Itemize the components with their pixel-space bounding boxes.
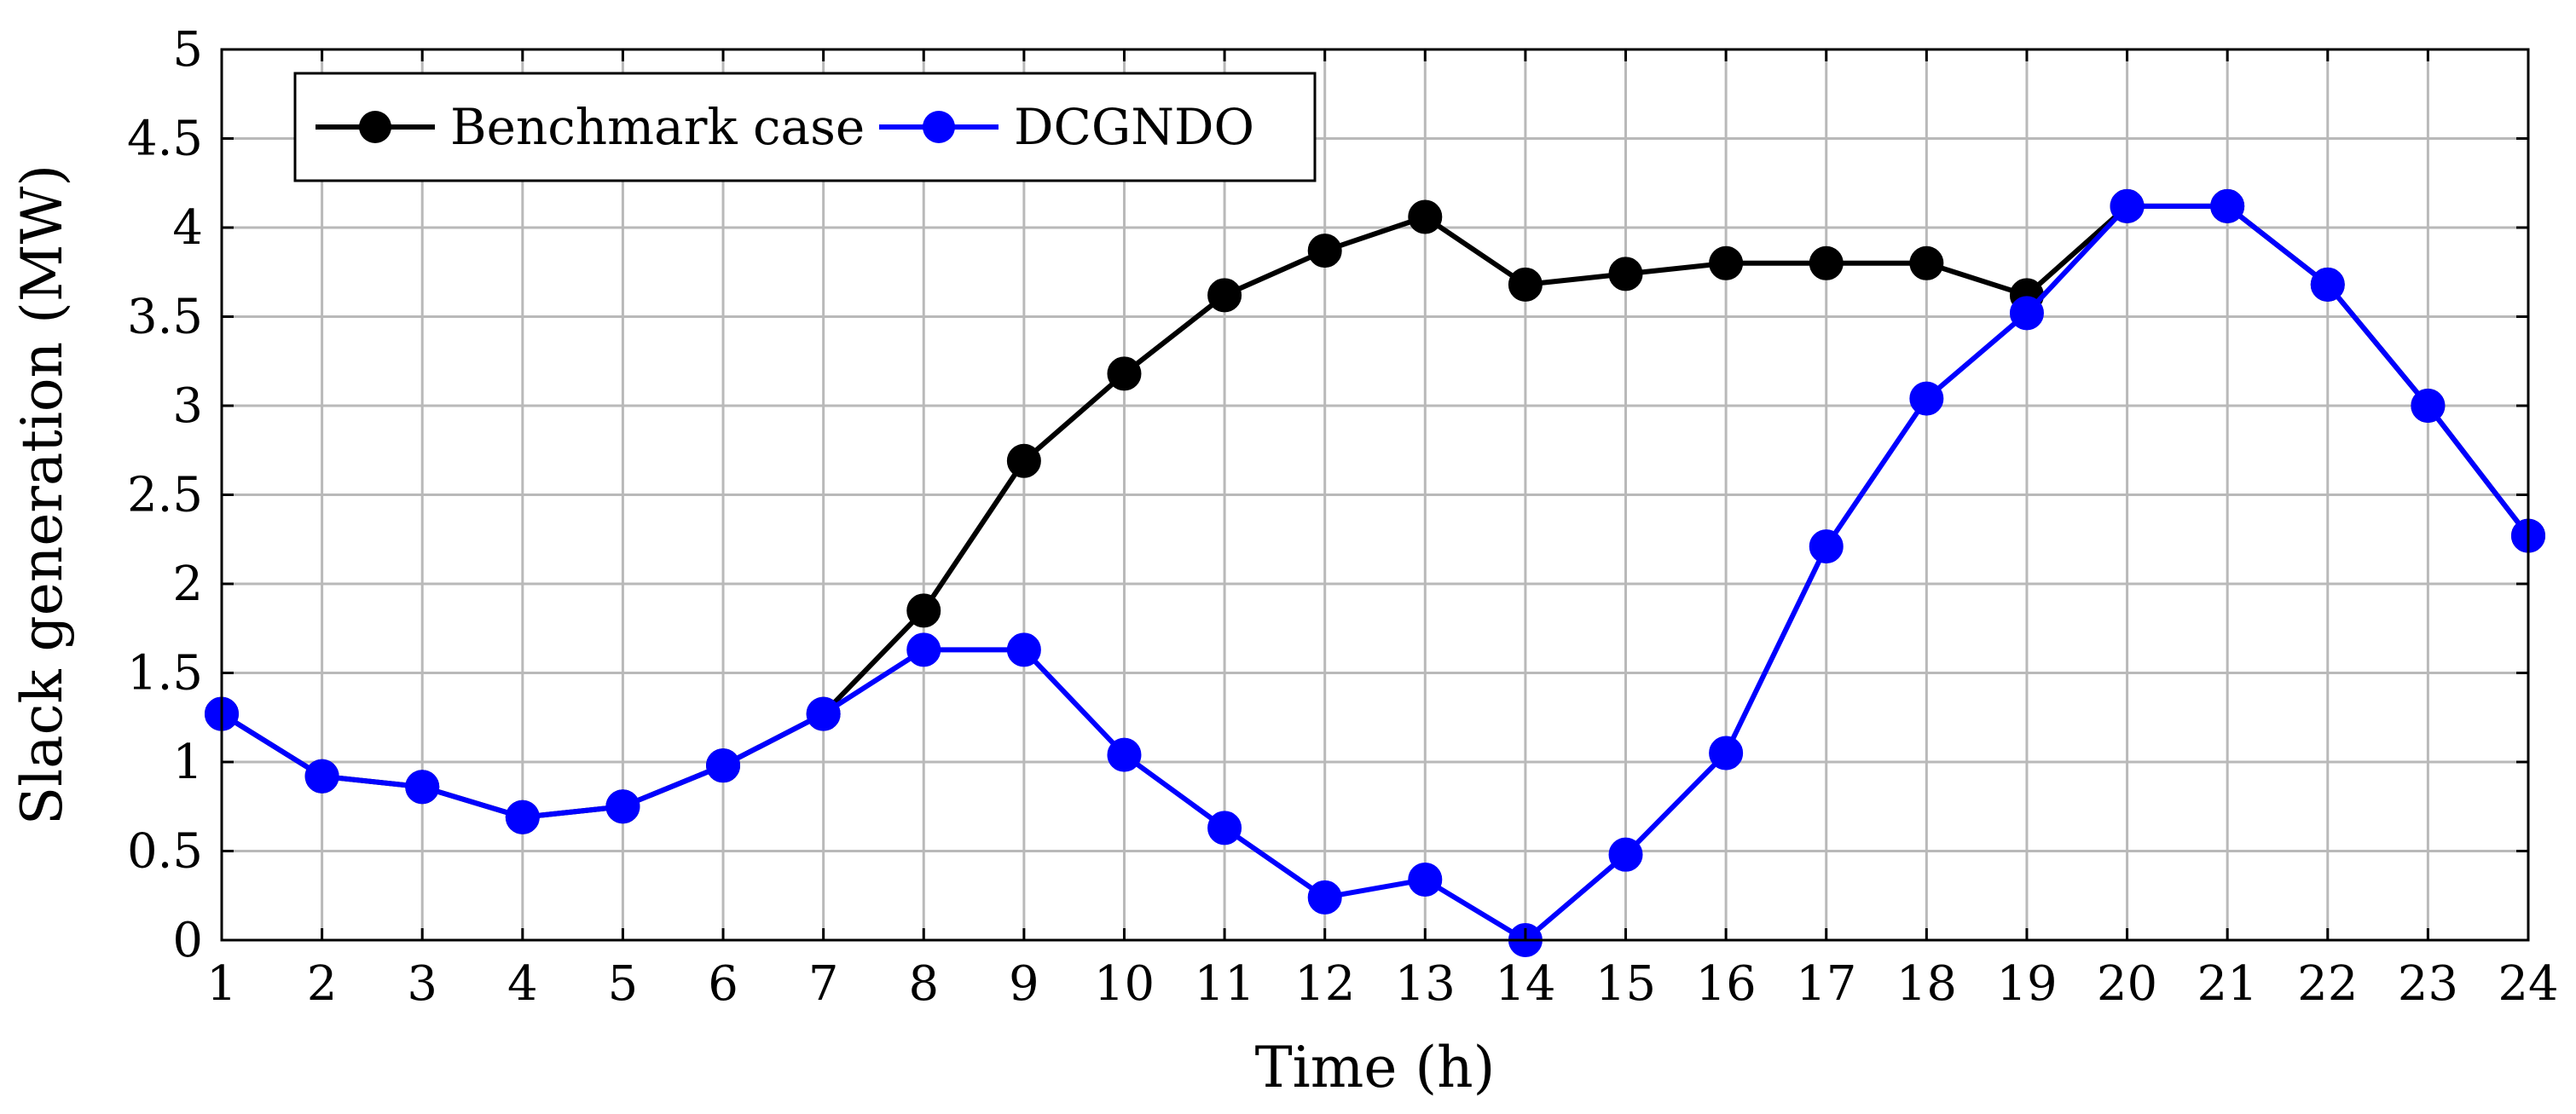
data-point-dcgndo [1909, 381, 1944, 416]
data-point-dcgndo [2411, 389, 2446, 423]
x-tick-label: 10 [1094, 956, 1155, 1012]
x-tick-label: 7 [808, 956, 839, 1012]
x-tick-label: 11 [1194, 956, 1254, 1012]
x-tick-label: 15 [1595, 956, 1656, 1012]
x-tick-label: 6 [708, 956, 738, 1012]
legend-item-benchmark-case: Benchmark case [315, 98, 865, 156]
grid [220, 48, 2530, 942]
series-line-benchmark-case [220, 203, 2531, 820]
data-point-dcgndo [1307, 880, 1342, 915]
data-point-benchmark-case [1709, 245, 1744, 280]
x-tick-label: 1 [206, 956, 237, 1012]
data-point-dcgndo [1608, 837, 1643, 872]
data-point-benchmark-case [1307, 234, 1342, 268]
series-dcgndo [205, 188, 2545, 957]
data-point-benchmark-case [1508, 267, 1543, 302]
data-point-dcgndo [706, 748, 741, 783]
x-tick-label: 22 [2297, 956, 2358, 1012]
y-tick-label: 5 [172, 22, 203, 78]
x-tick-label: 5 [608, 956, 639, 1012]
legend-label-dcgndo: DCGNDO [1014, 98, 1254, 156]
data-point-dcgndo [1709, 736, 1744, 771]
data-point-benchmark-case [1408, 199, 1443, 234]
x-tick-label: 8 [908, 956, 939, 1012]
ticks: 1 2 3 4 5 6 7 8 9 10 11 12 13 14 15 16 17 18 19 20 21 22 23 240… [127, 22, 2559, 1012]
x-tick-label: 16 [1695, 956, 1756, 1012]
legend-marker-benchmark-case [359, 111, 391, 143]
data-point-dcgndo [1006, 632, 1041, 667]
x-tick-label: 24 [2498, 956, 2558, 1012]
data-point-dcgndo [906, 632, 941, 667]
y-axis-label: Slack generation (MW) [9, 165, 75, 825]
y-tick-label: 3.5 [127, 290, 203, 345]
data-point-benchmark-case [1809, 245, 1844, 280]
data-point-dcgndo [505, 799, 540, 834]
x-tick-label: 23 [2398, 956, 2458, 1012]
series-benchmark-case [205, 188, 2545, 834]
legend-box [293, 72, 1317, 182]
data-point-dcgndo [1107, 737, 1142, 772]
y-tick-label: 2 [172, 557, 203, 612]
data-point-dcgndo [1408, 862, 1443, 897]
x-tick-label: 12 [1294, 956, 1355, 1012]
data-point-benchmark-case [906, 593, 941, 628]
series-lines [205, 188, 2545, 957]
y-tick-label: 2.5 [127, 468, 203, 523]
data-point-benchmark-case [1207, 278, 1242, 313]
x-tick-label: 4 [507, 956, 538, 1012]
data-point-benchmark-case [1006, 443, 1041, 478]
data-point-benchmark-case [1608, 257, 1643, 291]
data-point-dcgndo [2110, 188, 2145, 223]
y-tick-label: 0 [172, 913, 203, 968]
data-point-dcgndo [1207, 811, 1242, 846]
data-point-dcgndo [2310, 267, 2345, 302]
y-tick-label: 4.5 [127, 112, 203, 167]
data-point-dcgndo [1809, 529, 1844, 564]
x-tick-label: 20 [2097, 956, 2157, 1012]
x-tick-label: 14 [1495, 956, 1555, 1012]
x-tick-label: 13 [1395, 956, 1456, 1012]
data-point-dcgndo [304, 759, 339, 794]
x-tick-label: 17 [1796, 956, 1856, 1012]
y-tick-label: 1 [172, 735, 203, 790]
x-tick-label: 3 [407, 956, 437, 1012]
data-point-dcgndo [2009, 296, 2044, 331]
data-point-benchmark-case [1909, 245, 1944, 280]
x-tick-label: 2 [307, 956, 338, 1012]
data-point-dcgndo [405, 770, 440, 805]
data-point-dcgndo [2210, 188, 2245, 223]
legend: Benchmark case DCGNDO [293, 72, 1317, 182]
y-tick-label: 3 [172, 378, 203, 434]
data-point-dcgndo [806, 696, 841, 731]
legend-marker-dcgndo [923, 111, 955, 143]
y-tick-label: 4 [172, 200, 203, 256]
data-point-benchmark-case [1107, 356, 1142, 391]
data-point-dcgndo [605, 789, 640, 824]
x-tick-label: 19 [1996, 956, 2057, 1012]
y-tick-label: 1.5 [127, 646, 203, 701]
x-tick-label: 9 [1009, 956, 1039, 1012]
legend-label-benchmark-case: Benchmark case [450, 98, 865, 156]
x-tick-label: 18 [1896, 956, 1957, 1012]
y-tick-label: 0.5 [127, 824, 203, 880]
x-axis-label: Time (h) [1255, 1035, 1496, 1100]
x-tick-label: 21 [2197, 956, 2258, 1012]
legend-item-dcgndo: DCGNDO [879, 98, 1254, 156]
